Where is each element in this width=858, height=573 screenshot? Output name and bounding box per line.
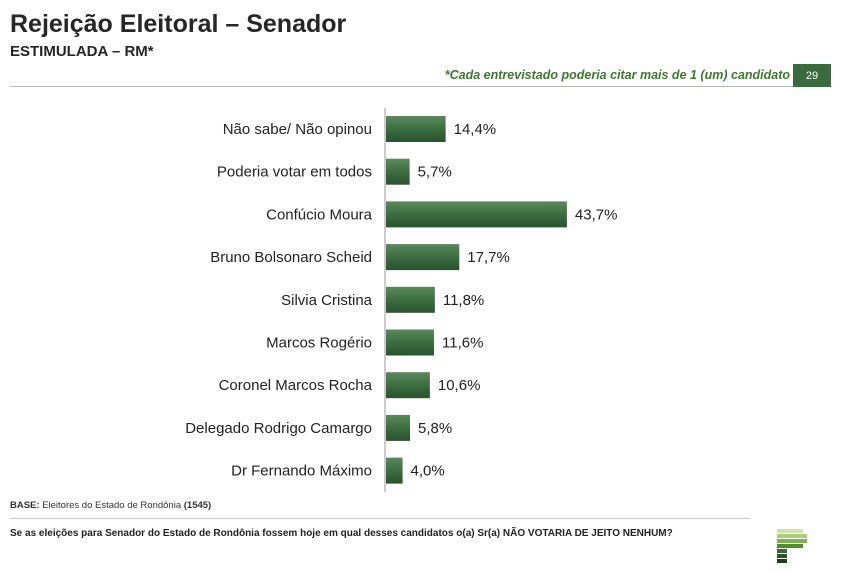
category-label: Bruno Bolsonaro Scheid bbox=[210, 249, 372, 266]
page-title: Rejeição Eleitoral – Senador bbox=[10, 10, 347, 38]
base-label: BASE: bbox=[10, 500, 40, 511]
bar bbox=[386, 329, 435, 356]
data-label: 5,7% bbox=[418, 164, 452, 181]
category-label: Silvia Cristina bbox=[281, 292, 373, 309]
base-text: Eleitores do Estado de Rondônia bbox=[42, 500, 182, 511]
header-divider bbox=[10, 86, 793, 87]
category-label: Confúcio Moura bbox=[266, 206, 373, 223]
category-label: Delegado Rodrigo Camargo bbox=[185, 420, 372, 437]
page-number: 29 bbox=[793, 64, 831, 87]
bar bbox=[386, 116, 446, 142]
bar bbox=[386, 244, 460, 271]
data-label: 11,8% bbox=[443, 292, 484, 309]
data-label: 17,7% bbox=[467, 249, 510, 266]
category-label: Dr Fernando Máximo bbox=[231, 463, 372, 480]
data-label: 10,6% bbox=[438, 377, 481, 394]
footnote-note: *Cada entrevistado poderia citar mais de… bbox=[444, 68, 790, 82]
bar bbox=[386, 158, 410, 185]
bar bbox=[386, 457, 403, 484]
footer-divider bbox=[10, 518, 750, 519]
stepped-p-logo-icon bbox=[777, 529, 807, 563]
category-label: Coronel Marcos Rocha bbox=[219, 377, 373, 394]
category-label: Poderia votar em todos bbox=[217, 164, 372, 181]
data-label: 11,6% bbox=[442, 335, 483, 352]
category-label: Marcos Rogério bbox=[266, 335, 372, 352]
base-count: (1545) bbox=[183, 500, 212, 511]
bar bbox=[386, 372, 430, 399]
data-label: 4,0% bbox=[411, 463, 445, 480]
bar bbox=[386, 414, 411, 441]
page-subtitle: ESTIMULADA – RM* bbox=[10, 43, 154, 60]
data-label: 14,4% bbox=[454, 121, 497, 138]
base-note: BASE: Eleitores do Estado de Rondônia (1… bbox=[10, 500, 211, 511]
data-label: 5,8% bbox=[418, 420, 452, 437]
category-label: Não sabe/ Não opinou bbox=[223, 121, 372, 138]
bar-chart: Não sabe/ Não opinou 14,4% Poderia votar e… bbox=[185, 108, 618, 492]
survey-question: Se as eleições para Senador do Estado de… bbox=[10, 528, 673, 539]
bar bbox=[386, 201, 567, 228]
bar bbox=[386, 286, 435, 313]
data-label: 43,7% bbox=[575, 206, 618, 223]
